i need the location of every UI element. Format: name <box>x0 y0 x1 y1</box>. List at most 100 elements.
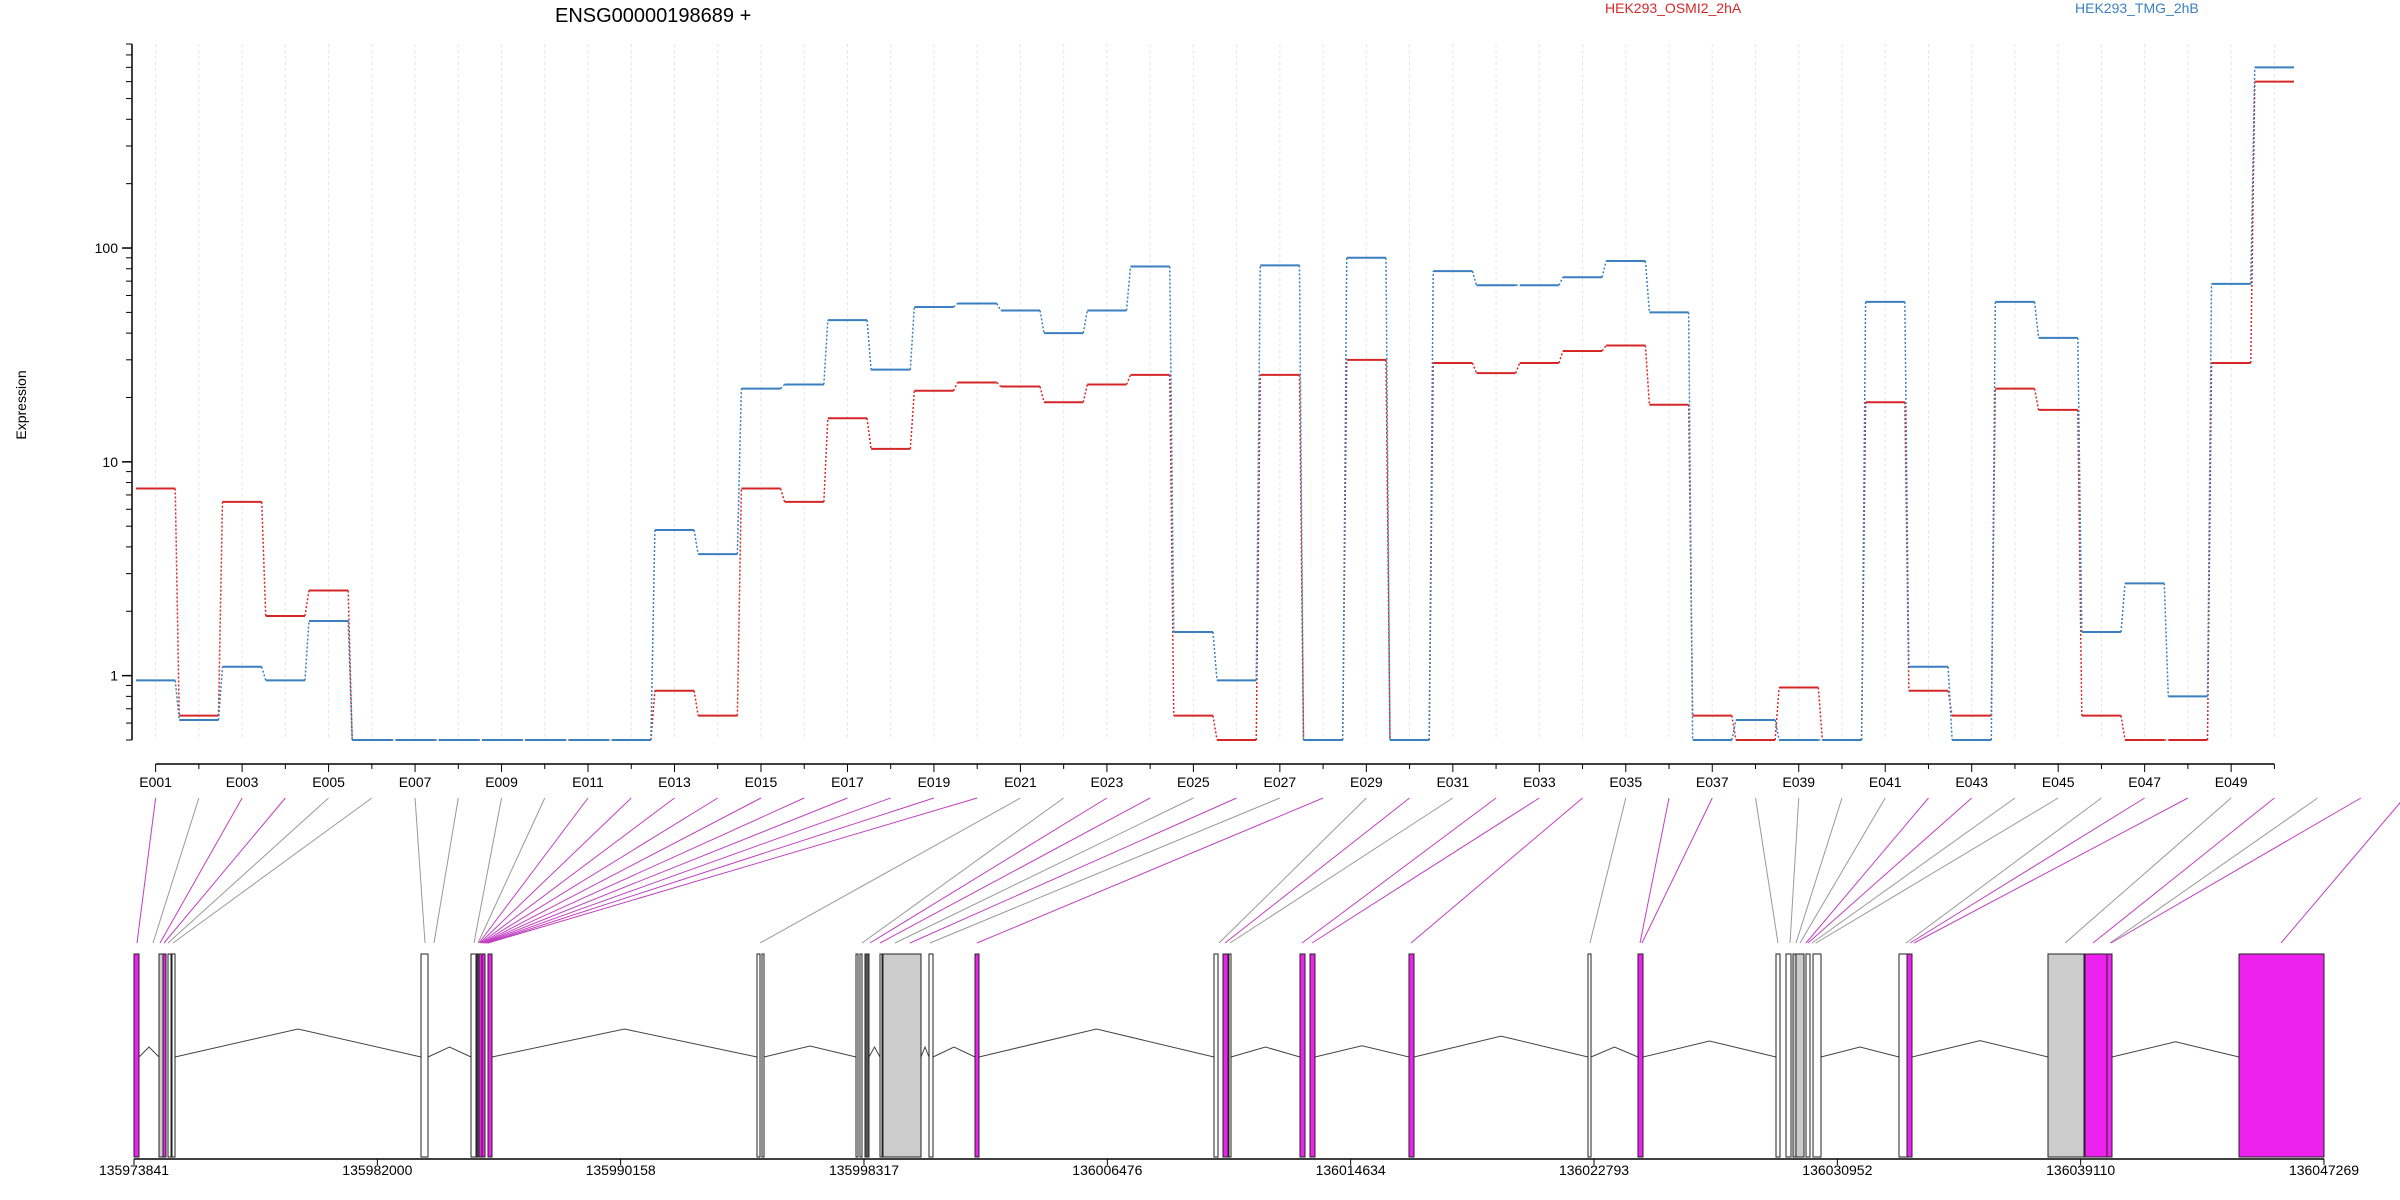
exon-connector <box>909 797 1237 944</box>
exon-connector <box>1815 797 2059 944</box>
exon-connector <box>172 797 373 944</box>
step-connector <box>1947 666 1953 741</box>
step-connector <box>1774 687 1780 741</box>
intron-line <box>1314 1045 1410 1058</box>
exon-box <box>761 953 765 1158</box>
step-connector <box>996 381 1002 388</box>
exon-box <box>2047 953 2085 1158</box>
exon-connector <box>2109 797 2318 944</box>
step-connector <box>1428 271 1434 741</box>
exon-box <box>487 953 493 1158</box>
step-connector <box>952 382 959 392</box>
exon-connectors <box>136 797 2400 944</box>
step-connector <box>1774 719 1780 741</box>
exon-connector <box>485 797 891 944</box>
intron-line <box>920 1045 930 1058</box>
step-connector <box>2033 388 2040 411</box>
step-connector <box>2163 583 2170 697</box>
x-tick-label: E039 <box>1782 774 1815 790</box>
genomic-tick-label: 135990158 <box>586 1162 656 1178</box>
exon-connector <box>478 797 589 944</box>
gridlines <box>155 44 2275 740</box>
exon-connector <box>1639 797 1670 944</box>
y-axis-label: Expression <box>13 370 29 439</box>
exon-connector <box>1218 797 1367 944</box>
exon-connector <box>1807 797 1973 944</box>
exon-connector <box>414 797 426 944</box>
y-axis: 1 10 100 <box>95 43 133 741</box>
exon-connector <box>869 797 1108 944</box>
exon-connector <box>1641 797 1713 944</box>
step-connector <box>1385 359 1391 741</box>
exon-connector <box>1789 797 1800 944</box>
x-tick-label: E029 <box>1350 774 1383 790</box>
exon-connector <box>483 797 805 944</box>
exon-connector <box>1905 797 2102 944</box>
exon-box <box>1222 953 1229 1158</box>
exon-connector <box>2064 797 2232 944</box>
step-connector <box>217 666 224 721</box>
x-tick-label: E033 <box>1523 774 1556 790</box>
step-connector <box>823 320 829 385</box>
exon-box <box>879 953 883 1158</box>
exon-connector <box>152 797 200 944</box>
step-connector <box>866 418 872 449</box>
step-connector <box>909 306 916 370</box>
intron-line <box>1820 1046 1900 1058</box>
exon-box <box>1812 953 1822 1158</box>
x-tick-label: E045 <box>2042 774 2075 790</box>
exon-connector <box>167 797 329 944</box>
exon-connector <box>163 797 286 944</box>
step-connector <box>174 680 180 721</box>
step-connector <box>1385 257 1391 741</box>
step-connector <box>693 529 699 555</box>
x-tick-label: E011 <box>572 774 604 790</box>
exon-box <box>928 953 934 1158</box>
genomic-tick-label: 136039110 <box>2046 1162 2115 1178</box>
genomic-tick-label: 135998317 <box>829 1162 899 1178</box>
y-tick-label: 10 <box>102 454 118 470</box>
intron-line <box>978 1028 1215 1058</box>
exon-connector <box>433 797 459 944</box>
intron-line <box>174 1028 422 1058</box>
exon-connector <box>481 797 719 944</box>
step-connector <box>1514 362 1521 374</box>
exon-connector <box>487 797 978 944</box>
exon-box <box>1309 953 1316 1158</box>
exon-connector <box>894 797 1194 944</box>
x-tick-label: E031 <box>1436 774 1469 790</box>
legend-entry-series-1: HEK293_OSMI2_2hA <box>1605 0 1742 16</box>
exon-connector <box>1224 797 1410 944</box>
step-connector <box>953 302 959 308</box>
exon-connector <box>473 797 503 944</box>
genomic-tick-label: 135973841 <box>99 1162 169 1178</box>
step-connector <box>1558 276 1564 286</box>
exon-connector <box>879 797 1151 944</box>
exon-box <box>855 953 859 1158</box>
step-connector <box>1601 260 1607 278</box>
step-connector <box>693 690 699 716</box>
step-connector <box>1212 715 1218 741</box>
series-lines <box>136 66 2294 741</box>
exon-connector <box>1913 797 2189 944</box>
intron-line <box>1911 1040 2049 1058</box>
exon-box <box>1906 953 1913 1158</box>
intron-line <box>1413 1035 1589 1058</box>
step-connector <box>2077 409 2083 716</box>
step-connector <box>1039 386 1045 403</box>
exon-box <box>1637 953 1644 1158</box>
exon-box <box>882 953 922 1158</box>
step-connector <box>1471 362 1478 374</box>
intron-line <box>932 1046 976 1058</box>
x-tick-label: E013 <box>658 774 691 790</box>
step-connector <box>1125 266 1132 311</box>
step-connector <box>2206 283 2213 697</box>
chart-title: ENSG00000198689 + <box>555 5 751 27</box>
exon-connector <box>159 797 243 944</box>
intron-line <box>2111 1041 2240 1058</box>
step-connector <box>1817 687 1824 741</box>
x-tick-label: E019 <box>918 774 951 790</box>
step-connector <box>2250 67 2256 284</box>
exon-box <box>133 953 140 1158</box>
exon-box <box>974 953 980 1158</box>
